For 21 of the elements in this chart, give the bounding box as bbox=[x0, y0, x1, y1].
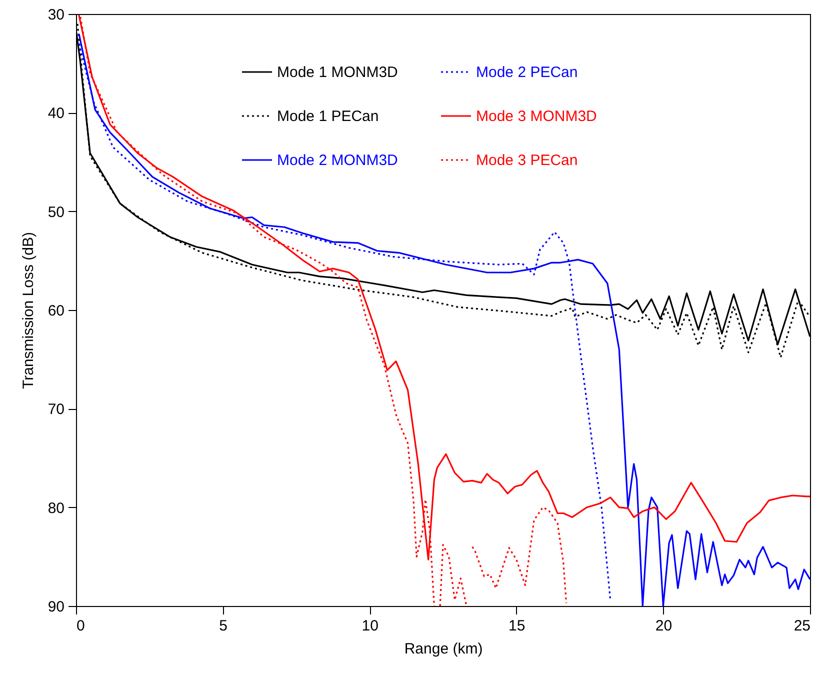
y-axis-title: Transmission Loss (dB) bbox=[20, 232, 37, 389]
x-tick-label: 0 bbox=[76, 618, 85, 634]
x-tick-label: 5 bbox=[219, 618, 228, 634]
x-tick-label: 10 bbox=[362, 618, 378, 634]
x-tick-label: 25 bbox=[794, 618, 810, 634]
y-tick-label: 70 bbox=[48, 401, 64, 418]
y-tick-label: 30 bbox=[48, 6, 64, 24]
x-tick-label: 15 bbox=[508, 618, 526, 634]
y-tick-label: 90 bbox=[48, 598, 64, 616]
legend-label: Mode 3 MONM3D bbox=[476, 108, 598, 125]
y-tick-label: 60 bbox=[48, 302, 64, 320]
x-axis-title: Range (km) bbox=[404, 640, 483, 658]
y-tick-label: 40 bbox=[48, 105, 64, 122]
legend-label: Mode 1 MONM3D bbox=[277, 64, 398, 81]
y-tick-label: 80 bbox=[48, 500, 64, 517]
legend-label: Mode 2 PECan bbox=[476, 64, 578, 81]
x-tick-label: 20 bbox=[655, 618, 672, 634]
y-tick-label: 50 bbox=[48, 204, 64, 221]
legend-label: Mode 3 PECan bbox=[476, 152, 578, 169]
legend-label: Mode 1 PECan bbox=[277, 108, 379, 125]
legend-label: Mode 2 MONM3D bbox=[277, 152, 398, 169]
